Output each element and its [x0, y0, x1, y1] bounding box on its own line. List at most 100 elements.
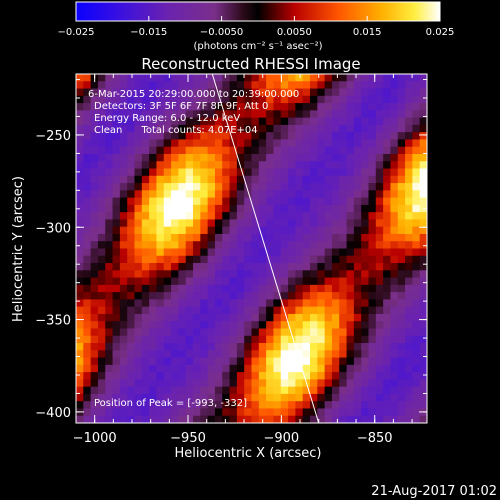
heatmap-cell: [251, 95, 260, 104]
heatmap-cell: [134, 357, 143, 366]
heatmap-cell: [185, 124, 194, 133]
heatmap-image: [76, 74, 427, 423]
heatmap-cell: [368, 88, 377, 97]
heatmap-cell: [178, 103, 187, 111]
heatmap-cell: [127, 321, 136, 330]
heatmap-cell: [353, 190, 362, 199]
heatmap-cell: [90, 117, 99, 126]
heatmap-cell: [171, 372, 179, 380]
heatmap-cell: [361, 95, 370, 104]
heatmap-cell: [280, 153, 289, 162]
heatmap-cell: [361, 386, 370, 395]
heatmap-cell: [244, 335, 253, 344]
heatmap-cell: [112, 146, 121, 155]
heatmap-cell: [317, 415, 326, 423]
heatmap-cell: [185, 284, 194, 293]
heatmap-cell: [229, 350, 238, 359]
heatmap-cell: [229, 263, 238, 271]
heatmap-cell: [76, 299, 84, 308]
heatmap-cell: [295, 299, 304, 308]
heatmap-cell: [288, 321, 296, 330]
heatmap-cell: [222, 328, 231, 337]
heatmap-cell: [302, 204, 311, 213]
heatmap-cell: [412, 248, 421, 257]
heatmap-cell: [193, 299, 201, 308]
heatmap-cell: [412, 292, 421, 300]
heatmap-cell: [222, 379, 231, 388]
heatmap-cell: [339, 81, 348, 90]
heatmap-cell: [302, 343, 311, 351]
heatmap-cell: [163, 372, 172, 380]
heatmap-cell: [163, 103, 172, 111]
heatmap-cell: [178, 124, 187, 133]
y-tick-label: −250: [35, 129, 71, 144]
heatmap-cell: [112, 306, 121, 315]
x-tick-label: −1000: [73, 431, 117, 446]
heatmap-cell: [390, 81, 399, 90]
heatmap-cell: [149, 219, 158, 228]
heatmap-cell: [214, 415, 223, 423]
heatmap-cell: [178, 393, 187, 402]
heatmap-cell: [295, 132, 304, 141]
heatmap-cell: [90, 263, 99, 271]
heatmap-cell: [83, 299, 92, 308]
heatmap-cell: [90, 183, 99, 191]
heatmap-cell: [353, 350, 362, 359]
heatmap-cell: [112, 255, 121, 264]
heatmap-cell: [266, 219, 275, 228]
heatmap-cell: [273, 212, 282, 221]
heatmap-cell: [112, 197, 121, 206]
heatmap-cell: [193, 81, 201, 90]
heatmap-cell: [317, 233, 326, 242]
heatmap-cell: [390, 219, 399, 228]
heatmap-cell: [288, 270, 296, 279]
heatmap-cell: [178, 161, 187, 170]
heatmap-cell: [178, 110, 187, 119]
heatmap-cell: [353, 408, 362, 417]
heatmap-cell: [324, 146, 333, 155]
heatmap-cell: [368, 110, 377, 119]
heatmap-cell: [112, 132, 121, 141]
heatmap-cell: [207, 241, 216, 250]
heatmap-cell: [383, 343, 392, 351]
heatmap-cell: [163, 255, 172, 264]
heatmap-cell: [346, 132, 355, 141]
heatmap-cell: [214, 146, 223, 155]
heatmap-cell: [412, 364, 421, 373]
heatmap-cell: [317, 153, 326, 162]
heatmap-cell: [383, 364, 392, 373]
heatmap-cell: [412, 313, 421, 322]
heatmap-cell: [258, 248, 267, 257]
y-tick-label: −300: [35, 221, 71, 236]
heatmap-cell: [119, 124, 128, 133]
heatmap-cell: [171, 190, 179, 199]
heatmap-cell: [405, 343, 413, 351]
heatmap-cell: [97, 197, 106, 206]
heatmap-cell: [266, 357, 275, 366]
heatmap-cell: [90, 306, 99, 315]
heatmap-cell: [331, 233, 340, 242]
heatmap-cell: [200, 241, 209, 250]
heatmap-cell: [134, 183, 143, 191]
heatmap-cell: [383, 161, 392, 170]
heatmap-cell: [185, 255, 194, 264]
heatmap-cell: [127, 306, 136, 315]
heatmap-cell: [258, 110, 267, 119]
heatmap-cell: [171, 95, 179, 104]
heatmap-cell: [353, 313, 362, 322]
heatmap-cell: [134, 255, 143, 264]
heatmap-cell: [76, 292, 84, 300]
heatmap-cell: [405, 146, 413, 155]
heatmap-cell: [368, 263, 377, 271]
heatmap-cell: [178, 386, 187, 395]
heatmap-cell: [251, 263, 260, 271]
heatmap-cell: [266, 299, 275, 308]
heatmap-cell: [251, 233, 260, 242]
heatmap-cell: [200, 197, 209, 206]
heatmap-cell: [127, 153, 136, 162]
heatmap-cell: [412, 132, 421, 141]
heatmap-cell: [163, 277, 172, 286]
heatmap-cell: [317, 321, 326, 330]
heatmap-cell: [119, 379, 128, 388]
heatmap-cell: [390, 335, 399, 344]
